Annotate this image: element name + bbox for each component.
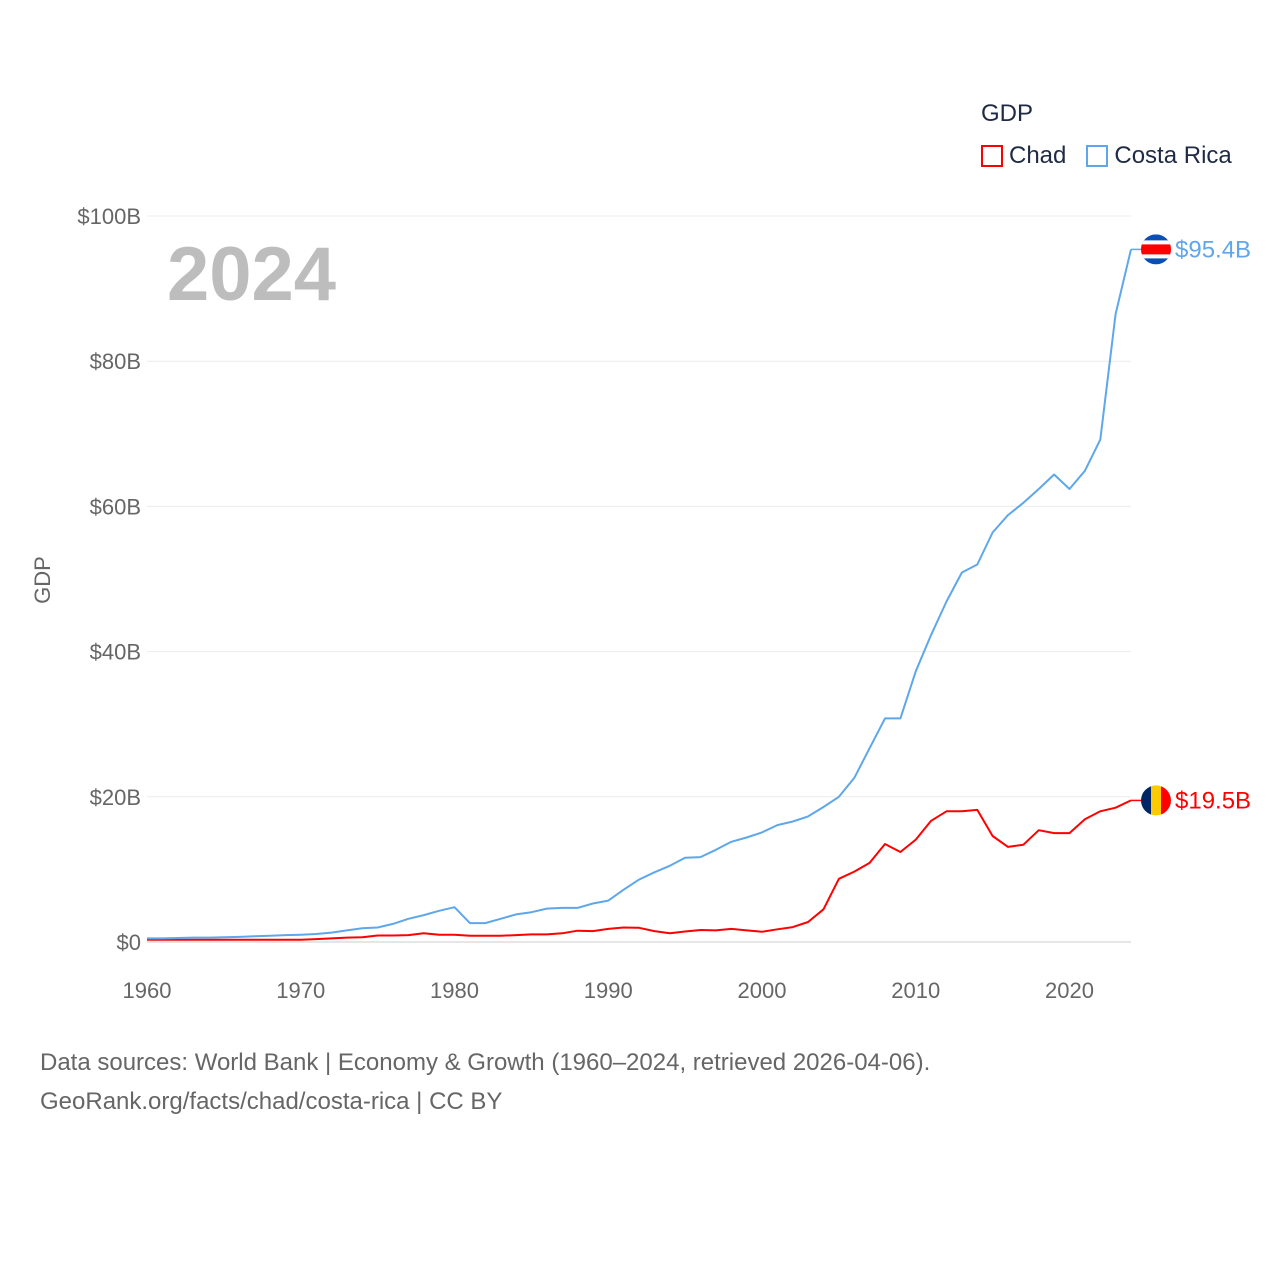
x-tick-label: 2020 bbox=[1045, 978, 1094, 1003]
legend-item-chad[interactable]: Chad bbox=[981, 142, 1066, 170]
x-tick-label: 1960 bbox=[123, 978, 172, 1003]
series-line-costa-rica bbox=[147, 249, 1132, 940]
legend-swatch-chad bbox=[981, 145, 1003, 167]
y-tick-label: $40B bbox=[90, 640, 141, 665]
x-tick-label: 1980 bbox=[430, 978, 479, 1003]
x-tick-label: 1970 bbox=[276, 978, 325, 1003]
x-tick-label: 2010 bbox=[891, 978, 940, 1003]
chad-flag-icon bbox=[1141, 785, 1171, 816]
legend: Chad Costa Rica bbox=[981, 142, 1232, 170]
y-tick-label: $0 bbox=[117, 930, 141, 955]
legend-label-chad: Chad bbox=[1009, 142, 1067, 169]
y-axis-label: GDP bbox=[30, 556, 55, 604]
legend-label-costa-rica: Costa Rica bbox=[1114, 142, 1232, 169]
y-tick-label: $20B bbox=[90, 785, 141, 810]
y-tick-label: $80B bbox=[90, 349, 141, 374]
x-tick-label: 1990 bbox=[584, 978, 633, 1003]
end-value-label-chad: $19.5B bbox=[1175, 787, 1251, 814]
x-tick-label: 2000 bbox=[738, 978, 787, 1003]
legend-swatch-costa-rica bbox=[1086, 145, 1109, 167]
data-source-text: Data sources: World Bank | Economy & Gro… bbox=[40, 1049, 931, 1076]
y-tick-label: $60B bbox=[90, 494, 141, 519]
series-line-chad bbox=[147, 799, 1132, 941]
footer: Data sources: World Bank | Economy & Gro… bbox=[40, 1043, 930, 1121]
end-value-label-costa-rica: $95.4B bbox=[1175, 236, 1251, 263]
legend-title: GDP bbox=[981, 100, 1034, 127]
year-watermark: 2024 bbox=[167, 232, 336, 317]
costa-rica-flag-icon bbox=[1141, 234, 1171, 265]
y-tick-label: $100B bbox=[77, 204, 141, 229]
legend-item-costa-rica[interactable]: Costa Rica bbox=[1086, 142, 1232, 170]
attribution-text: GeoRank.org/facts/chad/costa-rica | CC B… bbox=[40, 1088, 503, 1115]
